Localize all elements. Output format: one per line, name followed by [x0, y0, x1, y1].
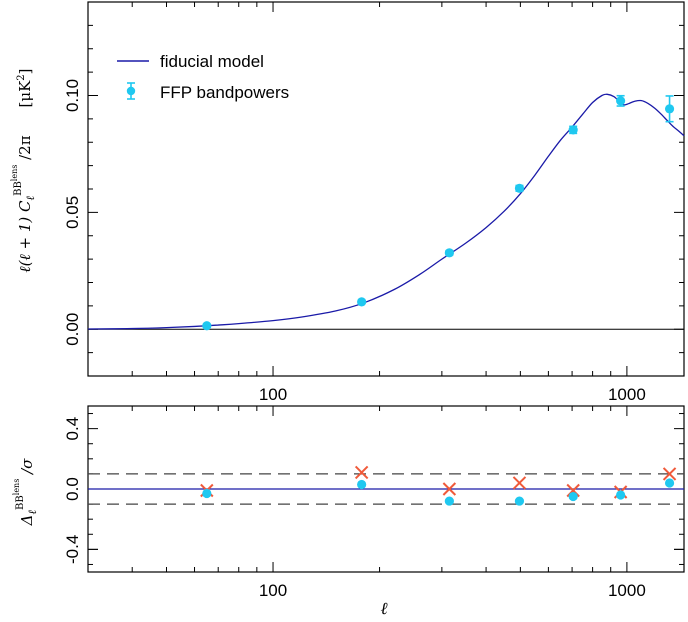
bottom-y-tick-label: -0.4: [63, 535, 82, 564]
svg-text:[μK2]: [μK2]: [16, 68, 34, 107]
cross-marker: [442, 482, 457, 496]
bottom-y-tick-label: 0.0: [63, 477, 82, 501]
bandpower-point: [202, 321, 212, 331]
bandpower-point: [664, 104, 675, 114]
bandpower-point: [357, 297, 367, 307]
bottom-crosses: [200, 465, 677, 499]
legend: fiducial model FFP bandpowers: [117, 52, 289, 102]
residual-dot: [202, 488, 212, 499]
bottom-ticks: 100 1000 -0.4 0.0 0.4: [63, 406, 684, 600]
top-y-tick-label: 0.05: [63, 196, 82, 229]
bottom-xlabel: ℓ: [380, 599, 387, 619]
residual-dot: [616, 490, 626, 500]
residual-dot: [357, 479, 367, 490]
residual-dot: [664, 478, 675, 488]
bottom-x-tick-label: 1000: [608, 581, 646, 600]
residual-dot: [444, 496, 454, 506]
bandpower-point: [616, 96, 626, 106]
top-ylabel: ℓ(ℓ + 1) CℓBBlens /2π [μK2]: [10, 68, 37, 272]
svg-text:ΔℓBBlens /σ: ΔℓBBlens /σ: [12, 458, 39, 527]
legend-model-label: fiducial model: [160, 52, 264, 71]
bottom-panel: 100 1000 -0.4 0.0 0.4 ΔℓBBlens /σ ℓ: [12, 405, 685, 619]
legend-points-label: FFP bandpowers: [160, 83, 289, 102]
top-model-curve: [87, 93, 685, 330]
bottom-ylabel: ΔℓBBlens /σ: [12, 458, 39, 527]
top-x-tick-label: 100: [259, 385, 287, 404]
top-y-tick-label: 0.00: [63, 313, 82, 346]
residual-dot: [568, 491, 578, 502]
fiducial-model-line: [87, 93, 685, 330]
bottom-x-tick-label: 100: [259, 581, 287, 600]
top-y-tick-label: 0.10: [63, 79, 82, 112]
top-panel: 100 1000 0.00 0.05 0.10 fiducial model FFP b…: [10, 1, 685, 404]
top-bandpower-points: [202, 94, 675, 331]
cross-marker: [354, 465, 369, 480]
residual-dot: [514, 496, 525, 506]
top-x-tick-label: 1000: [608, 385, 646, 404]
cross-marker: [512, 476, 527, 490]
bottom-reference-lines: [88, 473, 684, 505]
svg-text:ℓ(ℓ + 1) CℓBBlens /2π: ℓ(ℓ + 1) CℓBBlens /2π: [10, 135, 37, 272]
top-ticks: 100 1000 0.00 0.05 0.10: [63, 1, 684, 404]
bandpower-point: [568, 125, 578, 135]
bandpower-point: [514, 183, 525, 193]
bottom-y-tick-label: 0.4: [63, 417, 82, 441]
cross-marker: [662, 467, 677, 481]
legend-points-swatch: [126, 82, 136, 100]
bottom-dots: [202, 478, 675, 506]
bandpower-point: [444, 248, 454, 258]
